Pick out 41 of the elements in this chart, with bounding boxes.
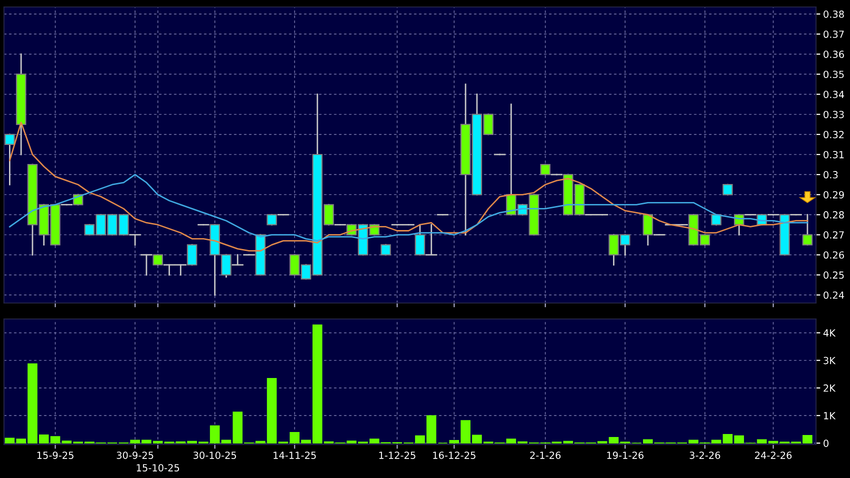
candlestick	[140, 254, 152, 276]
x-tick-label: 14-11-25	[274, 452, 316, 459]
candlestick	[426, 224, 438, 256]
y-tick-label: 0.28	[824, 211, 844, 219]
y-tick-label: 0.3	[824, 171, 838, 178]
candlestick	[129, 234, 141, 246]
y-tick-label: 0.35	[824, 70, 844, 78]
y-tick-label: 0.29	[824, 191, 844, 198]
y-tick-label: 0.25	[824, 271, 844, 279]
candlestick	[802, 214, 813, 246]
x-tick-label: 1-12-25	[379, 452, 416, 459]
y-tick-label: 0.34	[824, 90, 844, 98]
x-tick-label: 30-10-25	[194, 452, 236, 459]
y-tick-label: 0.33	[824, 110, 844, 118]
y-tick-label: 0.36	[824, 50, 844, 58]
y-tick-label: 1K	[824, 412, 836, 420]
y-tick-label: 0.27	[824, 231, 844, 239]
y-tick-label: 3K	[824, 356, 836, 364]
y-tick-label: 2K	[824, 384, 836, 392]
x-tick-label: 24-2-26	[755, 452, 792, 459]
y-tick-label: 0.24	[824, 291, 844, 299]
y-tick-label: 0.38	[824, 10, 844, 18]
line-series	[9, 174, 808, 242]
x-tick-label: 30-9-25	[116, 452, 154, 459]
candlestick	[380, 244, 391, 256]
line-series	[9, 122, 808, 252]
y-tick-label: 0	[824, 440, 828, 447]
x-tick-label: 15-10-25	[136, 464, 180, 472]
x-tick-label: 15-9-25	[37, 452, 74, 459]
x-tick-label: 3-2-26	[690, 452, 720, 459]
x-tick-label: 19-1-26	[607, 452, 644, 459]
x-tick-label: 16-12-25	[433, 452, 476, 459]
candlestick	[722, 184, 733, 196]
y-tick-label: 0.32	[824, 130, 844, 138]
x-tick-label: 2-1-26	[530, 452, 561, 459]
candlestick	[232, 254, 244, 266]
y-tick-label: 0.31	[824, 150, 844, 158]
candlestick	[4, 134, 15, 186]
y-tick-label: 4K	[823, 329, 836, 336]
y-tick-label: 0.37	[824, 30, 844, 38]
y-tick-label: 0.26	[824, 251, 844, 259]
